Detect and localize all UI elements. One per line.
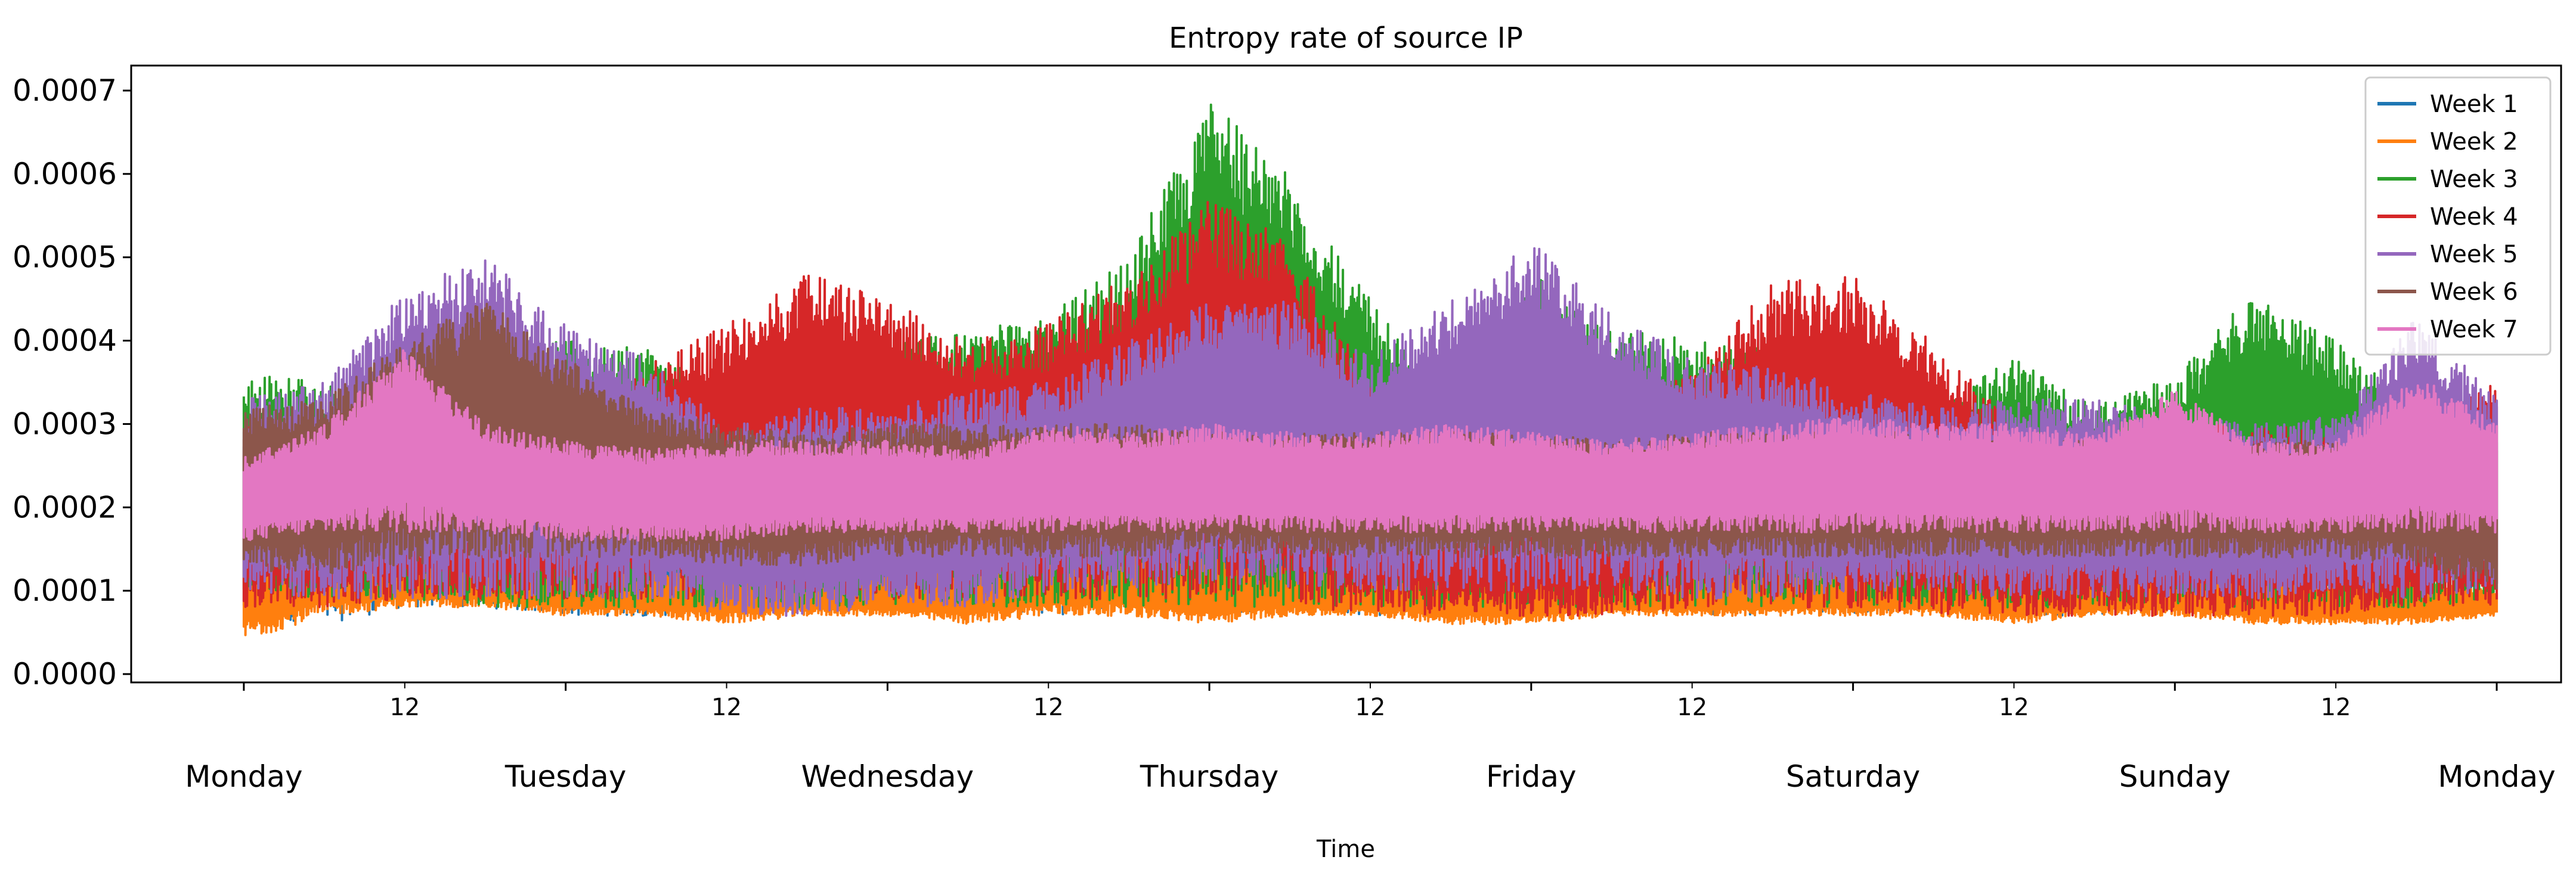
x-hour-label: 12	[711, 694, 742, 721]
x-axis: Monday Tuesday Wednesday Thursday Friday Satu…	[185, 682, 2556, 794]
x-day-label: Sunday	[2119, 759, 2231, 794]
legend-label: Week 2	[2430, 128, 2518, 156]
series-band	[242, 349, 2498, 542]
y-tick-label: 0.0007	[13, 73, 117, 108]
y-tick-label: 0.0004	[13, 324, 117, 358]
legend-label: Week 7	[2430, 316, 2518, 343]
legend-label: Week 6	[2430, 278, 2518, 306]
y-tick-label: 0.0003	[13, 406, 117, 441]
chart-title: Entropy rate of source IP	[1169, 21, 1523, 55]
x-day-label: Friday	[1486, 759, 1577, 794]
y-tick-label: 0.0006	[13, 157, 117, 191]
y-tick-label: 0.0001	[13, 573, 117, 608]
x-day-label: Wednesday	[801, 759, 974, 794]
x-hour-label: 12	[1677, 694, 1707, 721]
y-tick-label: 0.0005	[13, 240, 117, 275]
x-hour-label: 12	[389, 694, 420, 721]
y-axis: 0.0000 0.0001 0.0002 0.0003 0.0004 0.0005 0.00…	[13, 73, 131, 691]
y-tick-label: 0.0000	[13, 657, 117, 691]
x-day-label: Monday	[2438, 759, 2555, 794]
x-day-label: Tuesday	[504, 759, 626, 794]
x-hour-label: 12	[1033, 694, 1064, 721]
legend-label: Week 4	[2430, 203, 2518, 231]
legend-label: Week 5	[2430, 241, 2518, 268]
x-axis-label: Time	[1316, 836, 1375, 863]
x-hour-label: 12	[1999, 694, 2029, 721]
legend-box	[2364, 76, 2552, 356]
x-day-label: Saturday	[1786, 759, 1920, 794]
legend-label: Week 3	[2430, 166, 2518, 193]
x-hour-label: 12	[2321, 694, 2351, 721]
legend: Week 1 Week 2 Week 3 Week 4 Week 5 Week 6 Week…	[2364, 76, 2552, 356]
x-day-label: Thursday	[1140, 759, 1279, 794]
legend-label: Week 1	[2430, 91, 2518, 118]
plot-frame	[130, 64, 2562, 684]
y-tick-label: 0.0002	[13, 490, 117, 524]
x-hour-label: 12	[1355, 694, 1386, 721]
x-day-label: Monday	[185, 759, 302, 794]
plot-area	[242, 103, 2498, 637]
